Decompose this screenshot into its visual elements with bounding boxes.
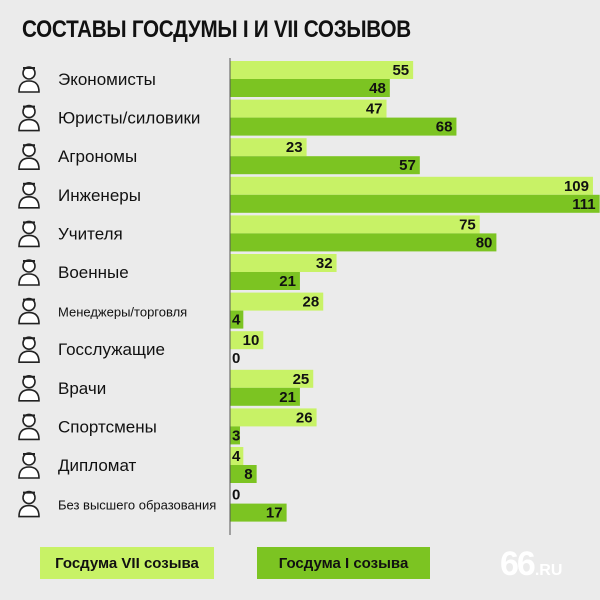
bar-vii-4 — [230, 215, 480, 234]
legend-vii: Госдума VII созыва — [40, 547, 214, 579]
category-label-11: Без высшего образования — [58, 498, 216, 513]
bar-vii-5 — [230, 254, 337, 272]
logo-number: 66 — [500, 545, 536, 583]
value-label-vii-10: 4 — [232, 448, 241, 465]
bar-vii-10 — [230, 447, 244, 465]
value-label-vii-5: 32 — [316, 255, 333, 272]
bar-i-8 — [230, 387, 300, 406]
value-label-i-2: 57 — [399, 157, 416, 174]
value-label-vii-6: 28 — [303, 294, 320, 311]
military-icon — [18, 259, 40, 286]
value-label-i-5: 21 — [279, 273, 296, 290]
category-label-5: Военные — [58, 263, 129, 282]
bar-vii-8 — [230, 369, 314, 388]
bar-vii-9 — [230, 408, 317, 427]
bar-vii-3 — [230, 176, 593, 195]
category-label-7: Госслужащие — [58, 340, 165, 359]
category-label-2: Агрономы — [58, 147, 137, 166]
category-label-6: Менеджеры/торговля — [58, 305, 187, 320]
bar-chart: 5548Экономисты4768Юристы/силовики2357Агр… — [18, 58, 600, 535]
value-label-i-7: 0 — [232, 350, 240, 367]
logo-suffix: .RU — [534, 562, 563, 579]
agronomist-icon — [18, 143, 40, 170]
value-label-i-9: 3 — [232, 427, 240, 444]
bar-i-0 — [230, 79, 390, 97]
value-label-i-8: 21 — [279, 389, 296, 406]
civil-servant-icon — [18, 336, 40, 363]
bar-vii-7 — [230, 331, 264, 350]
value-label-i-3: 111 — [572, 196, 595, 213]
legend-i: Госдума I созыва — [257, 547, 430, 579]
bar-i-3 — [230, 194, 600, 213]
bar-i-4 — [230, 233, 497, 252]
bar-vii-1 — [230, 99, 387, 118]
diplomat-icon — [18, 452, 40, 479]
value-label-vii-4: 75 — [459, 216, 476, 233]
bar-i-1 — [230, 117, 457, 136]
value-label-i-4: 80 — [476, 234, 493, 251]
teacher-icon — [18, 220, 40, 248]
lawyer-icon — [18, 104, 40, 132]
value-label-vii-0: 55 — [392, 62, 409, 79]
bar-vii-2 — [230, 138, 307, 157]
manager-icon — [18, 297, 40, 325]
bar-i-5 — [230, 272, 300, 290]
category-label-3: Инженеры — [58, 186, 141, 205]
value-label-vii-1: 47 — [366, 101, 383, 118]
bar-i-2 — [230, 156, 420, 175]
no-degree-icon — [18, 490, 40, 518]
value-label-vii-3: 109 — [564, 178, 589, 195]
value-label-i-1: 68 — [436, 119, 453, 136]
value-label-vii-7: 10 — [243, 332, 260, 349]
doctor-icon — [18, 374, 40, 402]
value-label-vii-8: 25 — [293, 371, 310, 388]
site-logo: 66 .RU — [500, 545, 563, 583]
bar-vii-0 — [230, 61, 414, 79]
category-label-0: Экономисты — [58, 70, 156, 89]
bar-i-11 — [230, 503, 287, 522]
value-label-i-6: 4 — [232, 312, 241, 329]
bar-i-9 — [230, 426, 240, 445]
category-label-8: Врачи — [58, 379, 106, 398]
category-label-1: Юристы/силовики — [58, 109, 200, 128]
value-label-i-11: 17 — [266, 505, 283, 522]
bar-i-10 — [230, 465, 257, 483]
bar-i-6 — [230, 310, 244, 329]
category-label-4: Учителя — [58, 224, 123, 243]
value-label-vii-9: 26 — [296, 409, 313, 426]
value-label-i-10: 8 — [244, 466, 252, 483]
value-label-vii-11: 0 — [232, 487, 240, 504]
engineer-icon — [18, 182, 40, 209]
value-label-i-0: 48 — [369, 80, 386, 97]
chart-title: СОСТАВЫ ГОСДУМЫ I И VII СОЗЫВОВ — [22, 16, 411, 43]
economist-icon — [18, 66, 40, 93]
category-label-10: Дипломат — [58, 456, 137, 475]
category-label-9: Спортсмены — [58, 417, 157, 436]
bar-vii-6 — [230, 292, 324, 311]
value-label-vii-2: 23 — [286, 139, 303, 156]
athlete-icon — [18, 413, 40, 441]
